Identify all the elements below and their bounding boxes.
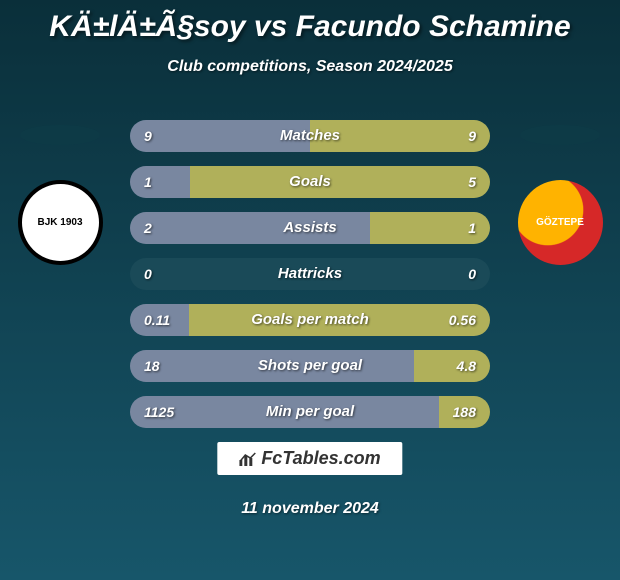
right-club: GÖZTEPE xyxy=(510,125,610,265)
stat-row: 1125188Min per goal xyxy=(130,396,490,428)
branding-badge: FcTables.com xyxy=(217,442,402,475)
stat-row: 00Hattricks xyxy=(130,258,490,290)
club-logo-right: GÖZTEPE xyxy=(518,180,603,265)
branding-text: FcTables.com xyxy=(261,448,380,468)
stat-label: Goals xyxy=(130,166,490,198)
club-logo-left: BJK 1903 xyxy=(18,180,103,265)
comparison-card: KÄ±lÄ±Ã§soy vs Facundo Schamine Club com… xyxy=(0,0,620,580)
subtitle: Club competitions, Season 2024/2025 xyxy=(0,58,620,76)
stat-label: Assists xyxy=(130,212,490,244)
stat-label: Goals per match xyxy=(130,304,490,336)
stat-row: 21Assists xyxy=(130,212,490,244)
shadow-ellipse-left xyxy=(20,125,100,145)
club-logo-left-label: BJK 1903 xyxy=(37,217,82,228)
date-label: 11 november 2024 xyxy=(0,500,620,518)
chart-icon xyxy=(239,452,257,466)
stat-row: 99Matches xyxy=(130,120,490,152)
stat-row: 184.8Shots per goal xyxy=(130,350,490,382)
stats-panel: 99Matches 15Goals 21Assists 00Hattricks 0.11… xyxy=(130,120,490,442)
stat-label: Min per goal xyxy=(130,396,490,428)
stat-label: Matches xyxy=(130,120,490,152)
stat-row: 0.110.56Goals per match xyxy=(130,304,490,336)
club-logo-right-label: GÖZTEPE xyxy=(536,217,584,228)
shadow-ellipse-right xyxy=(520,125,600,145)
stat-label: Shots per goal xyxy=(130,350,490,382)
stat-label: Hattricks xyxy=(130,258,490,290)
stat-row: 15Goals xyxy=(130,166,490,198)
left-club: BJK 1903 xyxy=(10,125,110,265)
page-title: KÄ±lÄ±Ã§soy vs Facundo Schamine xyxy=(0,0,620,44)
